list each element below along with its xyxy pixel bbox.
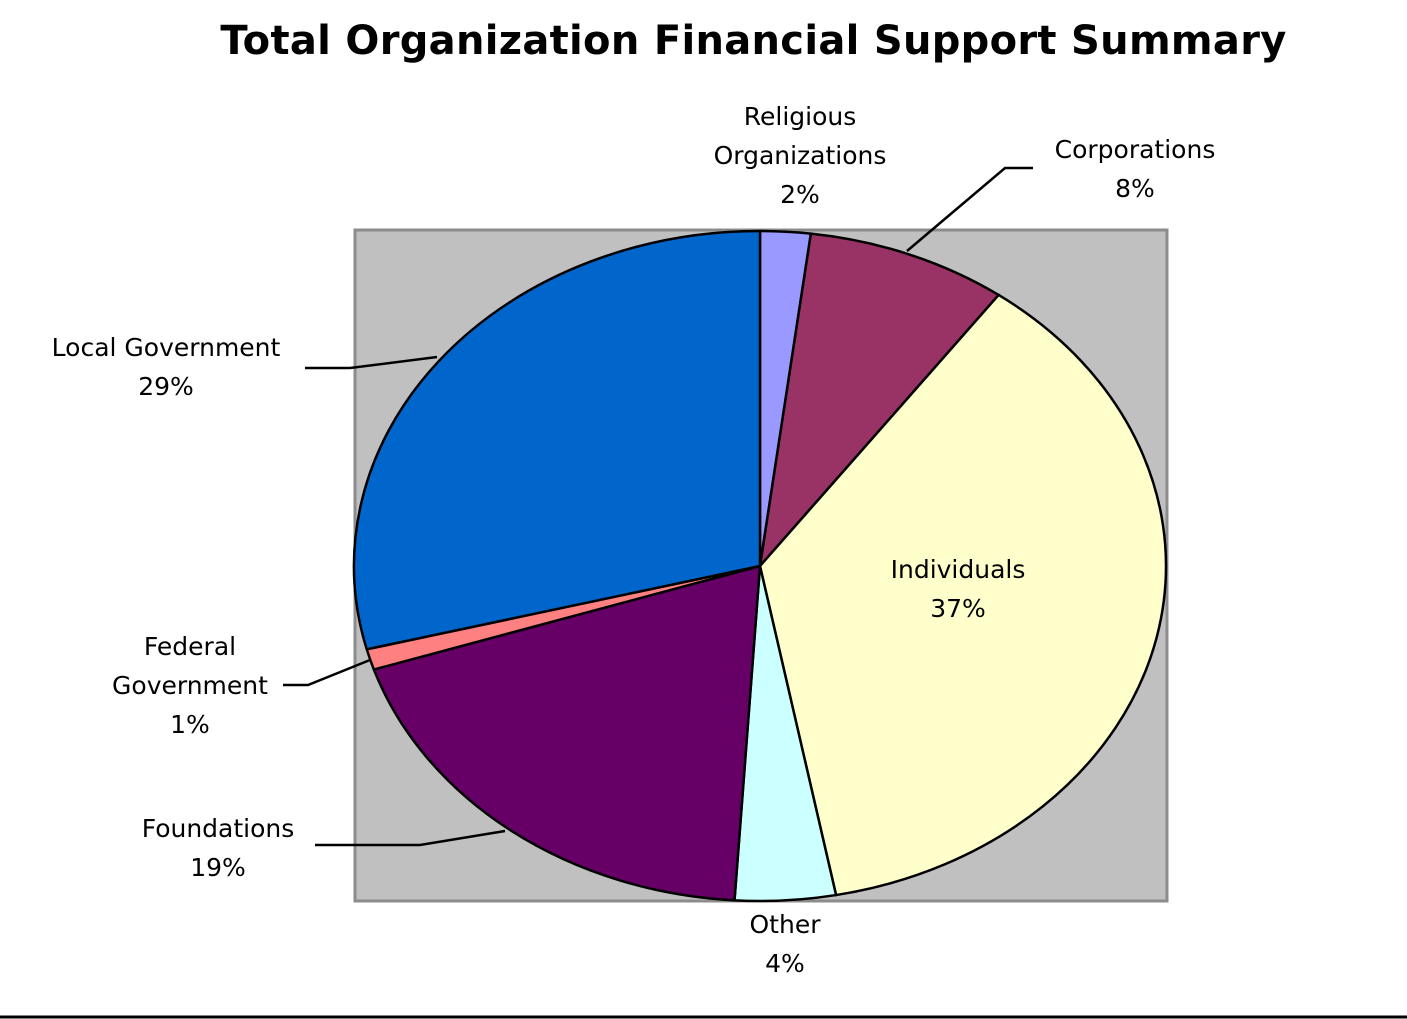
data-label-name: Federal <box>144 632 236 661</box>
data-label-federal-government: Federal Government 1% <box>112 632 268 739</box>
pie-slices <box>352 229 1168 903</box>
leader-line-corporations <box>906 166 1033 252</box>
data-label-name: Corporations <box>1055 135 1216 164</box>
pie-slice-corporations <box>758 232 1000 568</box>
data-label-name: Local Government <box>52 333 281 362</box>
data-label-value: 19% <box>190 853 246 882</box>
data-label-name: Individuals <box>891 555 1026 584</box>
data-label-value: 4% <box>765 949 805 978</box>
data-label-name: Foundations <box>142 814 295 843</box>
data-label-foundations: Foundations 19% <box>142 814 295 882</box>
leader-line-federal-government <box>283 658 371 687</box>
data-label-value: 37% <box>930 594 986 623</box>
leader-line-local-government <box>305 355 438 370</box>
data-label-name: Other <box>750 910 822 939</box>
chart-title: Total Organization Financial Support Sum… <box>220 18 1287 64</box>
pie-slice-foundations <box>372 564 762 902</box>
data-label-corporations: Corporations 8% <box>1055 135 1216 203</box>
data-label-name: Organizations <box>714 141 887 170</box>
pie-slice-individuals <box>758 293 1168 897</box>
data-label-individuals: Individuals 37% <box>891 555 1026 623</box>
data-label-value: 29% <box>138 372 194 401</box>
data-label-name: Government <box>112 671 268 700</box>
data-label-name: Religious <box>744 102 857 131</box>
leader-line-foundations <box>315 829 506 847</box>
leader-lines <box>283 166 1033 847</box>
data-label-other: Other 4% <box>750 910 822 978</box>
data-label-value: 2% <box>780 180 820 209</box>
data-label-value: 8% <box>1115 174 1155 203</box>
data-label-value: 1% <box>170 710 210 739</box>
pie-slice-local-government <box>352 229 762 651</box>
data-label-religious-organizations: Religious Organizations 2% <box>714 102 887 209</box>
data-labels: Religious Organizations 2% Corporations 8% In… <box>52 102 1216 978</box>
data-label-local-government: Local Government 29% <box>52 333 281 401</box>
